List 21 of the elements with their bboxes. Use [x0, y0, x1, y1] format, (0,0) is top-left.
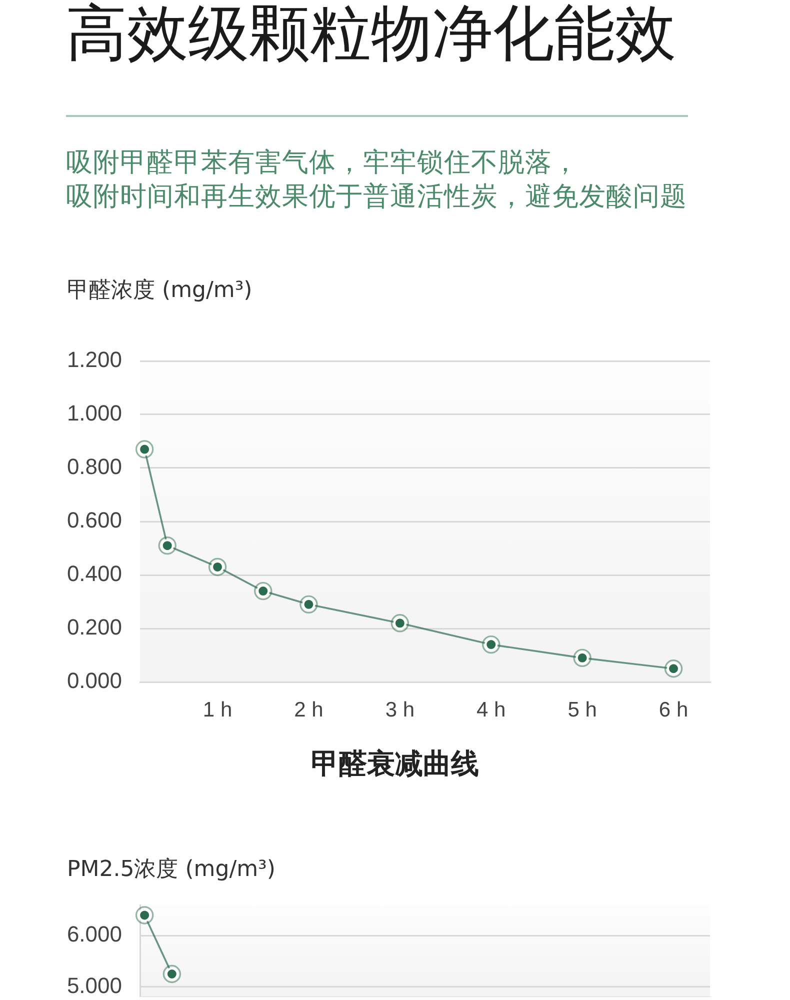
y-tick-label: 5.000	[66, 972, 122, 998]
x-tick-label: 3 h	[385, 698, 415, 722]
y-tick-label: 0.200	[66, 614, 122, 640]
text: 高效级颗粒物净化能效	[66, 0, 676, 69]
x-tick-label: 5 h	[568, 698, 597, 722]
y-tick-label: 1.000	[66, 400, 122, 426]
text: 吸附甲醛甲苯有害气体，牢牢锁住不脱落，	[66, 146, 579, 180]
x-tick-label: 4 h	[476, 698, 506, 722]
y-tick-label: 1.200	[66, 347, 122, 372]
text: 甲醛衰减曲线	[310, 747, 480, 781]
y-tick-label: 0.000	[66, 668, 122, 694]
y-tick-label: 0.800	[66, 454, 122, 480]
y-tick-label: 6.000	[66, 922, 122, 947]
y-tick-label: 0.600	[66, 508, 122, 533]
y-axis-title: 甲醛浓度 (mg/m³)	[67, 277, 252, 305]
x-tick-label: 1 h	[202, 698, 232, 722]
y-tick-label: 0.400	[66, 561, 122, 586]
x-tick-label: 2 h	[294, 698, 324, 722]
text: 吸附时间和再生效果优于普通活性炭，避免发酸问题	[66, 180, 687, 214]
x-tick-label: 6 h	[658, 698, 688, 722]
y-axis-title: PM2.5浓度 (mg/m³)	[67, 856, 276, 884]
